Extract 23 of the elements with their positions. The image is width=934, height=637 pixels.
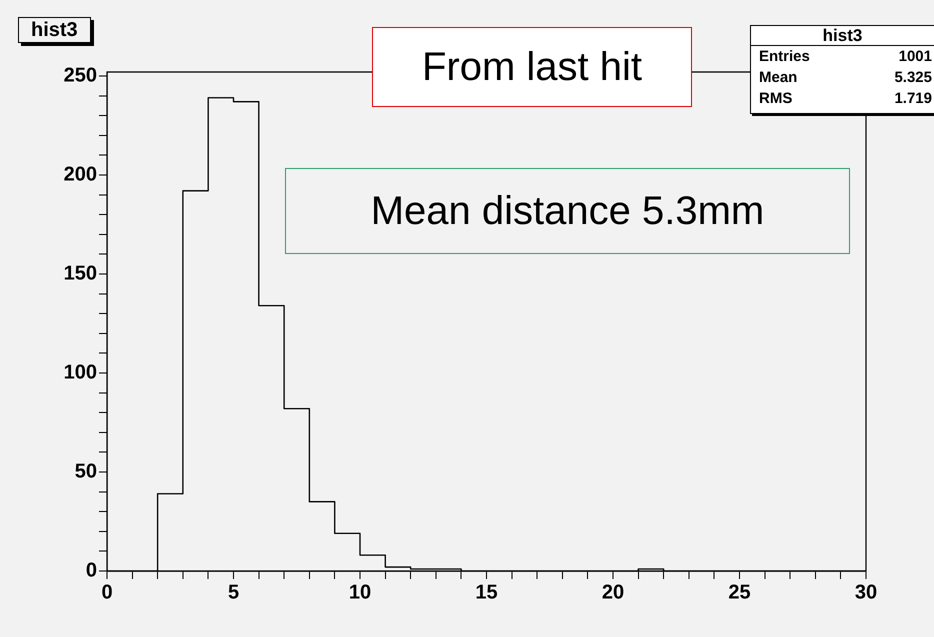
x-tick-label: 20 (602, 582, 624, 604)
text: hist3 (751, 26, 934, 46)
y-tick-label: 0 (86, 560, 97, 582)
y-tick-label: 200 (64, 163, 97, 186)
annotation: Mean distance 5.3mm (285, 168, 850, 254)
text: 1.719 (894, 89, 932, 109)
x-tick-label: 0 (101, 582, 113, 604)
annotation: From last hit (372, 27, 692, 107)
annotation: Mean (759, 68, 798, 88)
y-tick-label: 150 (64, 262, 97, 284)
x-tick-label: 15 (475, 582, 498, 604)
x-tick-label: 25 (728, 582, 751, 604)
x-tick-label: 5 (228, 582, 240, 604)
chart-title: hist3 (18, 17, 91, 43)
y-tick-label: 50 (74, 460, 97, 483)
y-tick-label: 100 (64, 362, 97, 384)
annotation: RMS (759, 89, 792, 109)
text: 5.325 (894, 68, 932, 88)
text: 1001 (898, 47, 932, 67)
x-tick-label: 10 (348, 582, 372, 604)
y-tick-label: 250 (64, 64, 97, 86)
text: Entries (759, 47, 810, 67)
x-tick-label: 30 (854, 582, 878, 604)
